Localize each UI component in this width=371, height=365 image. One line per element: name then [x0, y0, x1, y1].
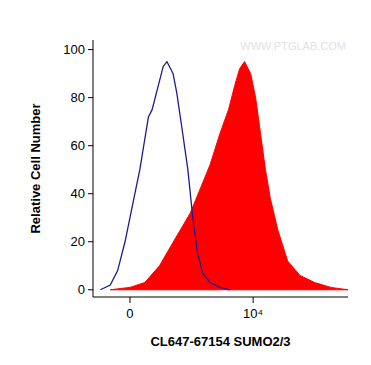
y-tick — [88, 289, 93, 290]
y-axis-label: Relative Cell Number — [28, 103, 43, 233]
y-tick — [88, 145, 93, 146]
y-tick-label: 40 — [71, 186, 85, 201]
y-tick-label: 60 — [71, 138, 85, 153]
y-tick — [88, 49, 93, 50]
y-tick — [88, 193, 93, 194]
y-tick-label: 0 — [78, 282, 85, 297]
x-tick-label: 10⁴ — [243, 306, 263, 321]
x-tick — [129, 297, 130, 303]
x-tick — [253, 297, 254, 303]
marks — [100, 62, 348, 290]
histogram-line — [100, 62, 229, 290]
y-tick-label: 100 — [63, 42, 85, 57]
y-axis — [93, 40, 94, 297]
x-axis-label: CL647-67154 SUMO2/3 — [150, 334, 290, 349]
y-tick-label: 80 — [71, 90, 85, 105]
y-tick-label: 20 — [71, 234, 85, 249]
y-tick — [88, 97, 93, 98]
watermark: WWW.PTGLAB.COM — [240, 40, 346, 52]
histogram-area — [110, 62, 348, 290]
x-tick-label: 0 — [126, 306, 133, 321]
x-axis — [93, 297, 348, 298]
y-tick — [88, 241, 93, 242]
chart: WWW.PTGLAB.COM 0 20 40 60 80 100 0 10⁴ CL647-6715… — [0, 0, 371, 365]
